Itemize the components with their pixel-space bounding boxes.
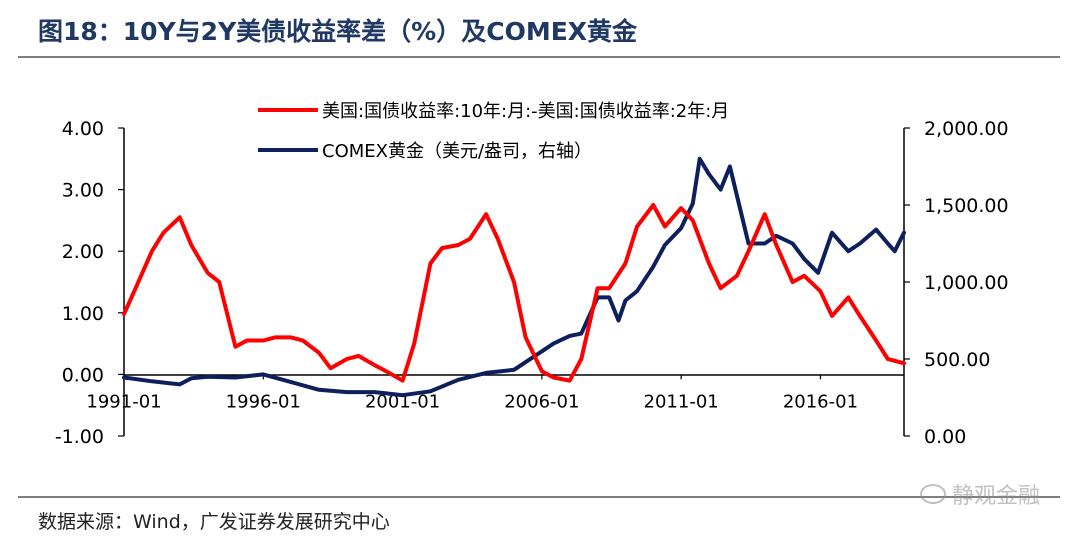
- series-line-gold: [122, 156, 906, 398]
- figure-title: 图18：10Y与2Y美债收益率差（%）及COMEX黄金: [38, 17, 638, 46]
- x-tick-label: 2016-01: [783, 391, 858, 412]
- title-divider: [18, 56, 1060, 58]
- x-tick-label: 2001-01: [365, 391, 440, 412]
- chart: 4.00 3.00 2.00 1.00 0.00 -1.00 2,000.00 1,500.…: [55, 101, 1009, 448]
- right-tick-label: 1,000.00: [924, 272, 1009, 294]
- source-divider: [18, 496, 1060, 498]
- left-tick-label: 1.00: [62, 303, 104, 325]
- right-tick-label: 1,500.00: [924, 195, 1009, 217]
- wechat-icon: [919, 484, 946, 504]
- watermark-text: 静观金融: [951, 484, 1040, 509]
- x-tick-label: 2006-01: [504, 391, 579, 412]
- x-tick-label: 1996-01: [226, 391, 301, 412]
- left-tick-label: 2.00: [62, 241, 104, 263]
- series-layer: [122, 156, 906, 398]
- x-tick-label: 1991-01: [86, 391, 161, 412]
- legend: 美国:国债收益率:10年:月:-美国:国债收益率:2年:月 COMEX黄金（美元…: [258, 101, 729, 162]
- left-tick-label: 3.00: [62, 180, 104, 202]
- left-tick-label: -1.00: [55, 426, 104, 448]
- left-tick-label: 0.00: [62, 364, 104, 386]
- x-tick-label: 2011-01: [644, 391, 719, 412]
- watermark: 静观金融: [919, 478, 1040, 510]
- right-axis-ticks: 2,000.00 1,500.00 1,000.00 500.00 0.00: [904, 118, 1009, 448]
- right-tick-label: 0.00: [924, 426, 966, 448]
- left-axis-ticks: 4.00 3.00 2.00 1.00 0.00 -1.00: [55, 118, 124, 448]
- series-line-spread: [122, 203, 906, 383]
- left-tick-label: 4.00: [62, 118, 104, 140]
- source-note: 数据来源：Wind，广发证券发展研究中心: [38, 511, 390, 533]
- legend-label-spread: 美国:国债收益率:10年:月:-美国:国债收益率:2年:月: [322, 101, 729, 122]
- x-axis-ticks: 1991-01 1996-01 2001-01 2006-01 2011-01 2016-…: [86, 374, 858, 412]
- right-tick-label: 500.00: [924, 349, 990, 371]
- right-tick-label: 2,000.00: [924, 118, 1009, 140]
- legend-label-gold: COMEX黄金（美元/盎司，右轴）: [322, 141, 592, 162]
